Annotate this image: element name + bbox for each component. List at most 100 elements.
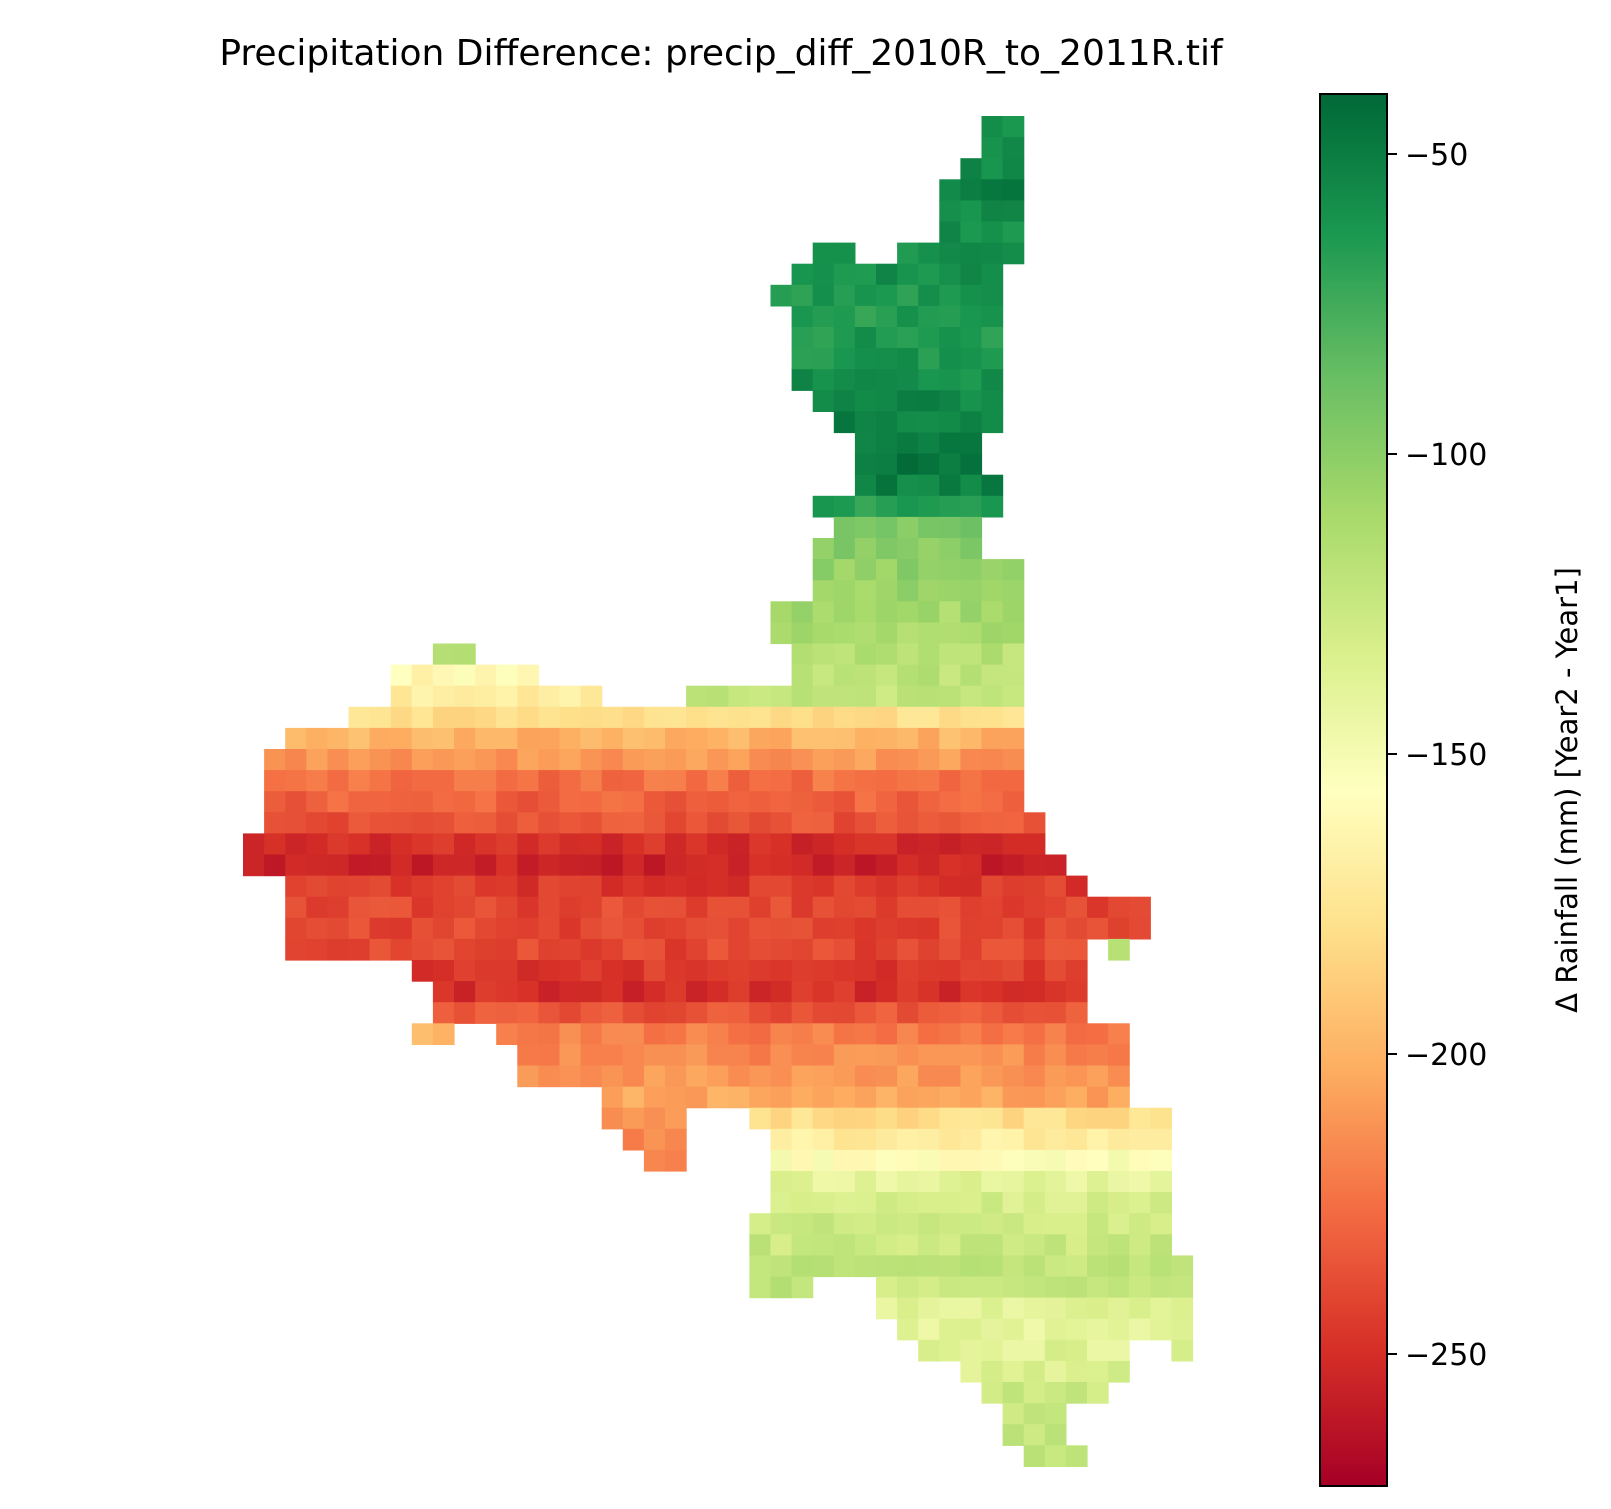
map-cell xyxy=(559,706,582,729)
map-cell xyxy=(876,1044,898,1067)
map-cell xyxy=(770,1002,793,1024)
map-cell xyxy=(812,1002,835,1024)
map-cell xyxy=(1065,1044,1088,1067)
map-cell xyxy=(1002,1234,1025,1256)
map-cell xyxy=(918,917,940,940)
map-cell xyxy=(1171,1339,1194,1362)
map-cell xyxy=(1087,1382,1109,1404)
map-cell xyxy=(707,770,729,792)
map-cell xyxy=(432,938,455,961)
map-cell xyxy=(496,981,518,1003)
map-cell xyxy=(643,1002,666,1024)
map-cell xyxy=(876,960,898,982)
map-cell xyxy=(939,327,961,349)
map-cell xyxy=(411,854,434,877)
map-cell xyxy=(728,1044,750,1067)
map-cell xyxy=(1023,1213,1046,1235)
map-cell xyxy=(264,770,286,792)
map-cell xyxy=(348,875,371,898)
map-cell xyxy=(939,1192,961,1214)
map-cell xyxy=(812,601,835,623)
map-cell xyxy=(454,749,476,771)
map-cell xyxy=(1002,1339,1025,1362)
map-cell xyxy=(686,917,708,940)
map-cell xyxy=(812,284,835,307)
map-cell xyxy=(1002,179,1025,201)
map-cell xyxy=(1002,664,1025,687)
map-cell xyxy=(390,854,413,877)
map-cell xyxy=(665,1002,687,1024)
map-cell xyxy=(475,706,497,729)
map-cell xyxy=(981,1149,1004,1172)
map-cell xyxy=(812,664,835,687)
map-cell xyxy=(939,516,961,539)
map-cell xyxy=(833,559,856,581)
map-cell xyxy=(939,875,961,898)
map-cell xyxy=(327,875,350,898)
map-cell xyxy=(1065,1213,1088,1235)
map-cell xyxy=(517,1023,539,1045)
map-cell xyxy=(918,1086,940,1109)
map-cell xyxy=(1023,1339,1046,1362)
map-cell xyxy=(496,706,518,729)
map-cell xyxy=(1023,917,1046,940)
map-cell xyxy=(897,453,919,476)
map-cell xyxy=(559,1002,582,1024)
map-cell xyxy=(496,833,518,856)
map-cell xyxy=(454,833,476,856)
map-cell xyxy=(897,369,919,391)
map-cell xyxy=(854,981,877,1003)
map-cell xyxy=(918,960,940,982)
map-cell xyxy=(243,833,265,856)
map-cell xyxy=(1023,1403,1046,1425)
map-cell xyxy=(791,1128,814,1151)
map-cell xyxy=(939,559,961,581)
map-cell xyxy=(981,327,1004,349)
colorbar-tick-label: −50 xyxy=(1405,138,1468,173)
map-cell xyxy=(1023,854,1046,877)
map-cell xyxy=(707,875,729,898)
map-cell xyxy=(918,749,940,771)
map-cell xyxy=(876,1149,898,1172)
map-cell xyxy=(833,622,856,645)
map-cell xyxy=(854,791,877,813)
map-cell xyxy=(918,727,940,750)
map-cell xyxy=(876,432,898,455)
map-cell xyxy=(960,284,983,307)
map-cell xyxy=(981,1065,1004,1088)
map-cell xyxy=(854,284,877,307)
map-cell xyxy=(981,833,1004,856)
map-cell xyxy=(981,495,1004,518)
map-cell xyxy=(981,643,1004,666)
map-cell xyxy=(475,1002,497,1024)
map-cell xyxy=(791,263,814,286)
map-cell xyxy=(939,1234,961,1256)
map-cell xyxy=(643,1065,666,1088)
map-cell xyxy=(918,770,940,792)
map-cell xyxy=(981,685,1004,708)
map-cell xyxy=(876,538,898,560)
map-cell xyxy=(854,1128,877,1151)
map-cell xyxy=(981,1192,1004,1214)
map-cell xyxy=(559,981,582,1003)
map-cell xyxy=(897,601,919,623)
map-cell xyxy=(475,960,497,982)
map-cell xyxy=(243,854,265,877)
map-cell xyxy=(348,896,371,919)
map-cell xyxy=(559,833,582,856)
map-cell xyxy=(707,812,729,834)
map-cell xyxy=(369,812,392,834)
map-cell xyxy=(939,770,961,792)
map-cell xyxy=(1150,1171,1172,1193)
map-cell xyxy=(812,938,835,961)
map-cell xyxy=(411,770,434,792)
map-cell xyxy=(1044,1065,1067,1088)
map-cell xyxy=(918,833,940,856)
map-cell xyxy=(1002,116,1025,138)
map-cell xyxy=(939,622,961,645)
colorbar-ticks: −50 −100 −150 −200 −250 xyxy=(1387,138,1487,1373)
map-cell xyxy=(833,1213,856,1235)
map-cell xyxy=(897,242,919,265)
map-cell xyxy=(1108,1213,1130,1235)
map-cell xyxy=(475,981,497,1003)
